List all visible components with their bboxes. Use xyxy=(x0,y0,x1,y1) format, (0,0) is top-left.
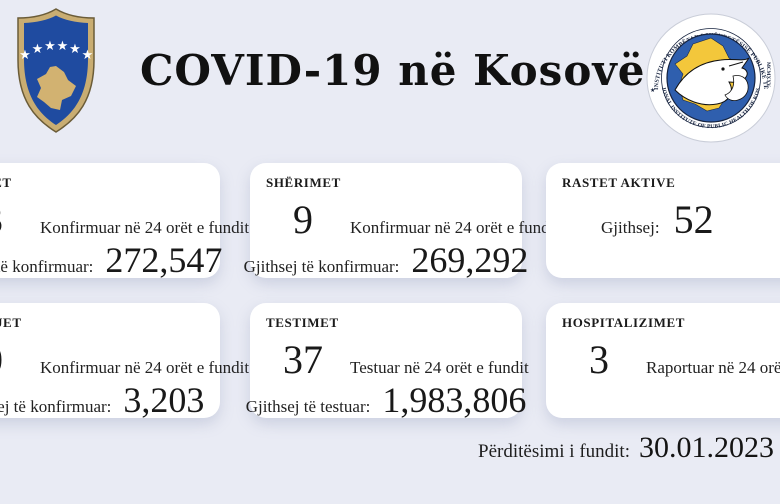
card-hospitalizimet: HOSPITALIZIMET 3 Raportuar në 24 orët e … xyxy=(546,303,780,418)
last-update: Përditësimi i fundit: 30.01.2023 xyxy=(478,431,774,465)
vdekjet-total-label: Gjithsej të konfirmuar: xyxy=(0,396,112,416)
testimet-total-count: 1,983,806 xyxy=(382,379,527,420)
testimet-daily-count: 37 xyxy=(283,336,323,382)
total-row: Gjithsej të konfirmuar: 3,203 xyxy=(0,382,220,418)
hospitalizimet-daily-label: Raportuar në 24 orët e fundit xyxy=(646,357,780,377)
rastet-daily-count: 3 xyxy=(0,199,20,240)
eagle-eye xyxy=(721,67,725,71)
kosovo-map-shape xyxy=(37,66,76,110)
sherimet-daily-count: 9 xyxy=(293,196,313,242)
sherimet-daily-label: Konfirmuar në 24 orët e fundit xyxy=(350,217,560,237)
active-row: Gjithsej: 52 xyxy=(546,196,780,242)
rastet-total-label: Gjithsej të konfirmuar: xyxy=(0,256,94,276)
card-testimet-title: TESTIMET xyxy=(266,315,339,330)
seal-year-text: MCMXXV xyxy=(765,62,771,87)
rastet-aktive-total-label: Gjithsej: xyxy=(601,217,660,237)
card-sherimet-title: SHËRIMET xyxy=(266,175,341,190)
daily-row: 37 Testuar në 24 orët e fundit xyxy=(250,336,529,382)
daily-row: 3 Konfirmuar në 24 orët e fundit xyxy=(0,199,249,240)
total-row: Gjithsej të konfirmuar: 269,292 xyxy=(244,242,529,278)
svg-text:★: ★ xyxy=(32,41,44,56)
daily-row: 3 Raportuar në 24 orët e fundit xyxy=(546,336,780,382)
svg-text:★: ★ xyxy=(19,47,31,62)
vdekjet-daily-label: Konfirmuar në 24 orët e fundit xyxy=(40,357,250,377)
sherimet-total-count: 269,292 xyxy=(411,239,529,280)
vdekjet-total-count: 3,203 xyxy=(123,379,205,420)
card-hospitalizimet-title: HOSPITALIZIMET xyxy=(562,315,686,330)
rastet-daily-label: Konfirmuar në 24 orët e fundit xyxy=(40,217,250,237)
face-profile-icon xyxy=(724,75,749,102)
sherimet-total-label: Gjithsej të konfirmuar: xyxy=(243,256,400,276)
six-stars-icon: ★ ★ ★ ★ ★ ★ xyxy=(19,38,93,62)
last-update-date: 30.01.2023 xyxy=(639,431,774,464)
svg-text:★: ★ xyxy=(69,41,81,56)
card-rastet-title: RASTET xyxy=(0,175,12,190)
daily-row: 0 Konfirmuar në 24 orët e fundit xyxy=(0,339,249,380)
card-rastet: RASTET 3 Konfirmuar në 24 orët e fundit … xyxy=(0,163,249,280)
last-update-label: Përditësimi i fundit: xyxy=(478,441,630,462)
svg-text:★: ★ xyxy=(57,38,69,53)
seal-separator-star-icon: ★ xyxy=(650,87,655,94)
hospitalizimet-daily-count: 3 xyxy=(589,336,609,382)
svg-text:★: ★ xyxy=(82,47,94,62)
card-rastet-aktive-title: RASTET AKTIVE xyxy=(562,175,676,190)
card-testimet: TESTIMET 37 Testuar në 24 orët e fundit … xyxy=(246,303,529,418)
daily-row: 9 Konfirmuar në 24 orët e fundit xyxy=(250,196,559,242)
card-sherimet: SHËRIMET 9 Konfirmuar në 24 orët e fundi… xyxy=(244,163,559,278)
seal-inner-ring-outline xyxy=(661,28,761,128)
card-rastet-aktive: RASTET AKTIVE Gjithsej: 52 xyxy=(546,163,780,278)
institute-seal-icon: INSTITUTI KOMBËTAR I SHËNDETËSISË PUBLIK… xyxy=(645,12,776,143)
rastet-aktive-total-count: 52 xyxy=(673,196,714,242)
page-title: COVID-19 në Kosovë xyxy=(140,46,646,95)
total-row: Gjithsej të testuar: 1,983,806 xyxy=(246,382,527,418)
card-vdekjet: VDEKJET 0 Konfirmuar në 24 orët e fundit… xyxy=(0,303,249,418)
testimet-daily-label: Testuar në 24 orët e fundit xyxy=(350,357,529,377)
svg-text:★: ★ xyxy=(44,38,56,53)
total-row: Gjithsej të konfirmuar: 272,547 xyxy=(0,239,223,280)
eagle-beak-line xyxy=(728,61,744,67)
vdekjet-daily-count: 0 xyxy=(0,339,20,380)
kosovo-coat-of-arms-icon: ★ ★ ★ ★ ★ ★ xyxy=(17,8,95,133)
testimet-total-label: Gjithsej të testuar: xyxy=(245,396,371,416)
rastet-total-count: 272,547 xyxy=(105,239,223,280)
card-vdekjet-title: VDEKJET xyxy=(0,315,22,330)
